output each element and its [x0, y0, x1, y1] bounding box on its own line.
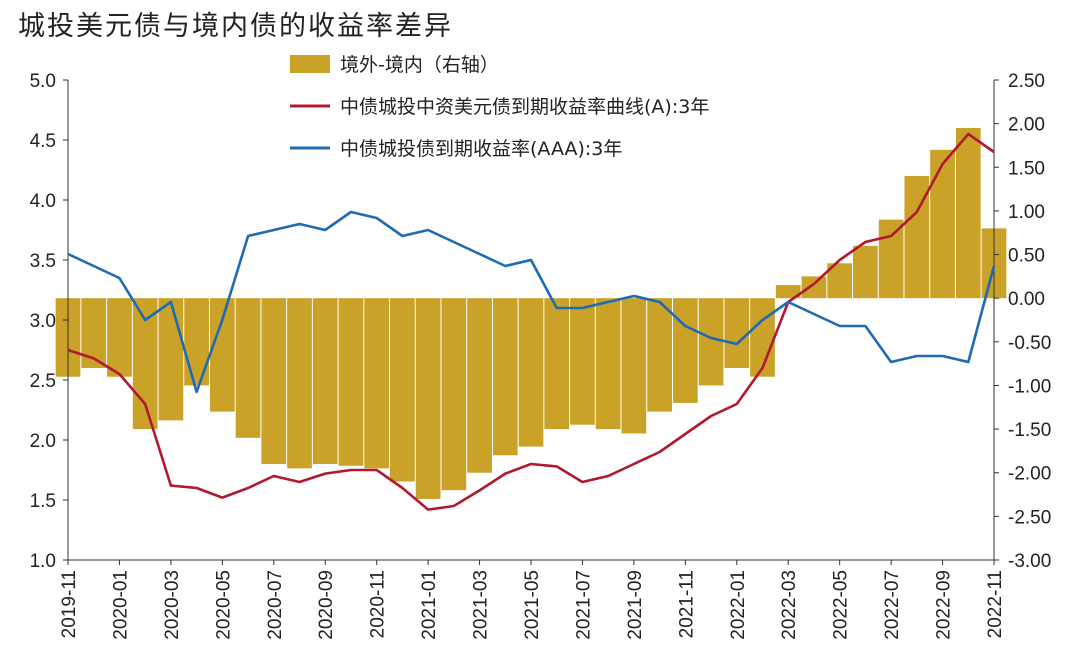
x-tick-label: 2020-09 [316, 570, 337, 640]
chart-title: 城投美元债与境内债的收益率差异 [18, 11, 453, 42]
bars-layer [55, 128, 1007, 499]
legend-label: 中债城投中资美元债到期收益率曲线(A):3年 [340, 96, 709, 118]
y-left-tick-label: 5.0 [30, 71, 56, 92]
bar-2022-02 [750, 298, 775, 377]
x-tick-label: 2021-07 [573, 570, 594, 640]
x-tick-label: 2021-03 [471, 570, 492, 640]
series-line-2 [67, 210, 996, 394]
legend-label: 中债城投债到期收益率(AAA):3年 [340, 138, 622, 160]
x-tick-label: 2022-03 [779, 570, 800, 640]
bar-2020-04 [184, 298, 209, 386]
y-left-tick-label: 1.5 [30, 491, 56, 512]
legend-label: 境外-境内（右轴） [340, 54, 499, 76]
x-tick-label: 2021-11 [676, 570, 697, 638]
x-tick-label: 2022-09 [934, 570, 955, 640]
x-tick-label: 2020-03 [162, 570, 183, 640]
bar-2021-05 [518, 298, 544, 447]
bar-2022-07 [878, 219, 904, 299]
y-right-tick-label: -2.00 [1008, 464, 1051, 485]
y-right-tick-label: 2.50 [1008, 71, 1045, 92]
bar-2021-11 [672, 298, 698, 403]
bar-2022-09 [930, 149, 955, 299]
legend-swatch-bar [290, 55, 330, 73]
x-tick-label: 2021-09 [625, 570, 646, 640]
x-tick-label: 2020-05 [213, 570, 234, 640]
bar-2020-12 [390, 298, 415, 482]
y-right-tick-label: -1.50 [1008, 420, 1051, 441]
x-tick-label: 2020-01 [110, 570, 131, 640]
bar-2021-09 [621, 298, 647, 434]
y-right-tick-label: -0.50 [1008, 333, 1051, 354]
bar-2020-01 [107, 298, 132, 377]
y-right-tick-label: -1.00 [1008, 376, 1051, 397]
y-left-tick-label: 1.0 [30, 551, 56, 572]
bar-2020-11 [364, 298, 390, 469]
bar-2020-03 [158, 298, 184, 421]
y-right-tick-label: -3.00 [1008, 551, 1051, 572]
y-right-tick-label: 1.00 [1008, 202, 1045, 223]
bar-2021-06 [544, 298, 570, 430]
bar-2020-07 [261, 298, 287, 464]
bar-2021-01 [415, 298, 441, 499]
y-right-tick-label: 0.00 [1008, 289, 1045, 310]
y-left-tick-label: 4.5 [30, 131, 56, 152]
x-tick-label: 2021-01 [419, 570, 440, 640]
x-tick-label: 2020-07 [265, 570, 286, 640]
bar-2021-03 [467, 298, 492, 473]
y-left-tick-label: 3.5 [30, 251, 56, 272]
bar-2021-08 [595, 298, 621, 430]
x-tick-label: 2022-01 [728, 570, 749, 640]
bar-2020-08 [287, 298, 312, 469]
lines-layer [67, 132, 996, 511]
bar-2022-01 [724, 298, 750, 368]
x-tick-label: 2019-11 [59, 570, 80, 638]
legend: 境外-境内（右轴） 中债城投中资美元债到期收益率曲线(A):3年中债城投债到期收益… [290, 54, 709, 160]
y-right-tick-label: 2.00 [1008, 115, 1045, 136]
y-right-tick-label: -2.50 [1008, 507, 1051, 528]
bar-2022-03 [775, 285, 801, 299]
y-left-tick-label: 3.0 [30, 311, 56, 332]
bar-2021-12 [698, 298, 724, 386]
x-tick-label: 2022-11 [985, 570, 1006, 638]
x-tick-label: 2022-07 [882, 570, 903, 640]
bar-2022-06 [853, 245, 878, 299]
y-left-tick-label: 4.0 [30, 191, 56, 212]
bar-2021-04 [492, 298, 518, 456]
bar-2020-09 [312, 298, 338, 464]
axes-layer: 1.0 1.5 2.0 2.5 3.0 3.5 4.0 4.5 5.0 -3.00 -2.50 -2.… [30, 71, 1052, 640]
x-tick-label: 2021-05 [522, 570, 543, 640]
x-tick-label: 2020-11 [368, 570, 389, 638]
y-left-tick-label: 2.0 [30, 431, 56, 452]
bar-2020-05 [209, 298, 235, 412]
bar-2021-10 [647, 298, 672, 412]
bar-2021-02 [441, 298, 467, 491]
series-line-1 [67, 132, 995, 511]
bar-2020-10 [338, 298, 364, 466]
bar-2021-07 [570, 298, 595, 425]
y-right-tick-label: 1.50 [1008, 158, 1045, 179]
bar-2022-04 [801, 276, 827, 299]
x-tick-label: 2022-05 [831, 570, 852, 640]
bar-2020-06 [235, 298, 261, 438]
bar-2022-10 [955, 128, 981, 299]
y-right-tick-label: 0.50 [1008, 246, 1045, 267]
y-left-tick-label: 2.5 [30, 371, 56, 392]
